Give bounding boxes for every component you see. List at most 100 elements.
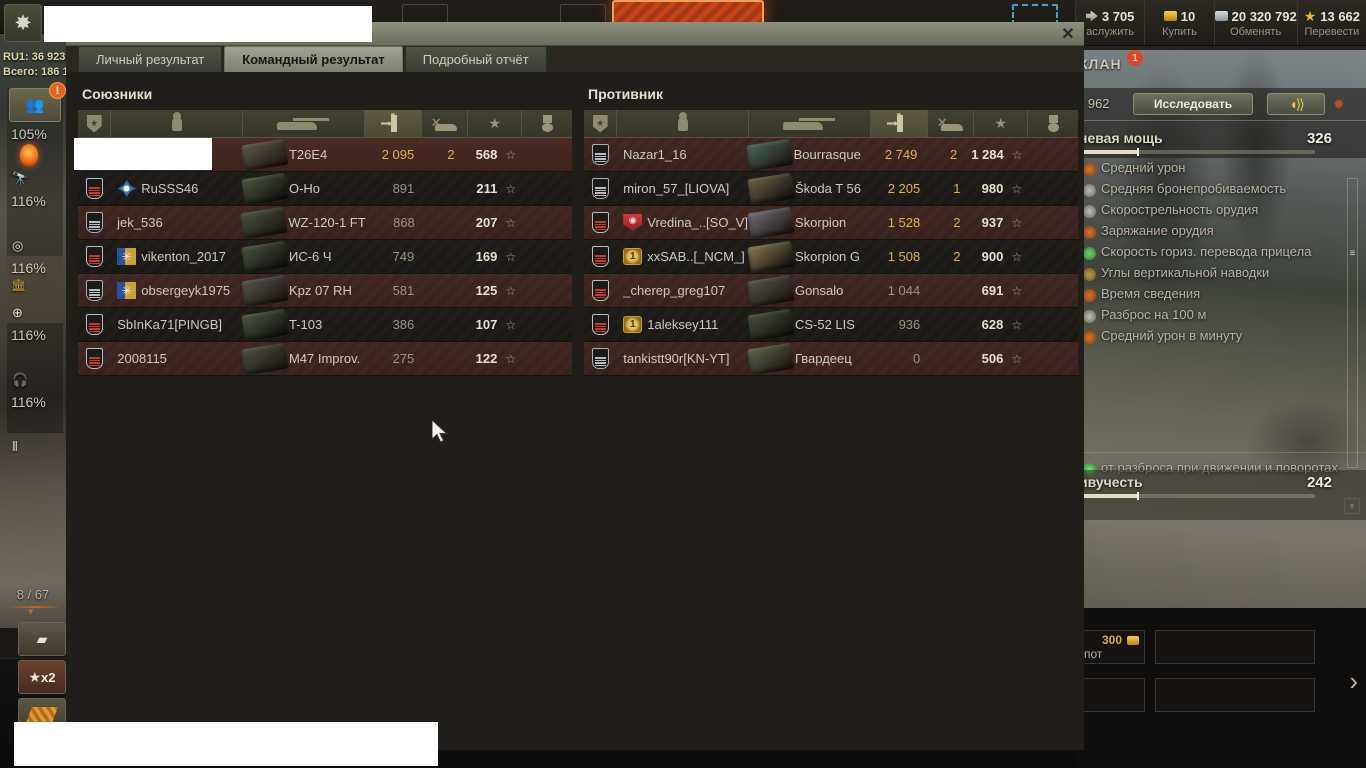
- gold-icon: [1163, 11, 1177, 21]
- vehicle-thumbnail-icon: [747, 342, 795, 375]
- xp-cell: 980 ☆: [974, 172, 1028, 206]
- equipment-slot-2[interactable]: ★x2: [18, 660, 66, 694]
- player-cell[interactable]: RuSSS46: [111, 172, 243, 206]
- crew-slot-commander[interactable]: 105% 🔭: [7, 122, 63, 189]
- xp-star-icon: ☆: [1011, 181, 1023, 196]
- vehicle-column-header[interactable]: [749, 110, 871, 137]
- crew-slot-gunner[interactable]: 116% ◎: [7, 189, 63, 256]
- rank-cell: [78, 206, 111, 240]
- player-cell[interactable]: obsergeyk1975: [111, 274, 243, 308]
- clan-emblem-icon: 1: [623, 316, 643, 333]
- crew-slot-loader[interactable]: 116% ⦀: [7, 390, 63, 457]
- medals-cell: [1028, 206, 1078, 240]
- xp-star-icon: ☆: [505, 215, 517, 230]
- damage-value: 0: [913, 351, 921, 366]
- consumable-cell-1[interactable]: 300 пот: [1079, 630, 1145, 664]
- damage-column-header[interactable]: ▾: [870, 110, 929, 137]
- player-cell[interactable]: Vredina_..[SO_V]: [617, 206, 749, 240]
- table-row[interactable]: obsergeyk1975 Kpz 07 RH 581 125 ☆: [78, 274, 572, 308]
- table-row[interactable]: jek_536 WZ-120-1 FT 868 207 ☆: [78, 206, 572, 240]
- consumable-cell-3[interactable]: [1079, 678, 1145, 712]
- kills-column-header[interactable]: [422, 110, 469, 137]
- settings-button[interactable]: ✸: [4, 4, 42, 42]
- teams-container: Союзники ★ ▾ ★ T26E4 2 095 2 568 ☆ RuSSS46 O-H…: [78, 82, 1078, 376]
- kills-column-header[interactable]: [928, 110, 975, 137]
- player-cell[interactable]: 1 1aleksey111: [617, 308, 749, 342]
- vehicle-cell: O-Ho: [241, 172, 365, 206]
- table-row[interactable]: tankistt90r[KN-YT] Гвардеец 0 506 ☆: [584, 342, 1078, 376]
- xp-value: 125: [475, 283, 498, 298]
- xp-column-header[interactable]: ★: [974, 110, 1029, 137]
- xp-value: 628: [981, 317, 1004, 332]
- equipment-slot-1[interactable]: ▰: [18, 622, 66, 656]
- parameters-scrollbar-thumb[interactable]: ≡: [1349, 247, 1356, 259]
- table-row[interactable]: miron_57_[LIOVA] Škoda T 56 2 205 1 980 ☆: [584, 172, 1078, 206]
- currency-free-xp[interactable]: 3 705 аслужить: [1075, 0, 1144, 45]
- player-cell[interactable]: vikenton_2017: [111, 240, 243, 274]
- damage-value: 275: [392, 351, 415, 366]
- player-cell[interactable]: SbInKa71[PINGB]: [111, 308, 243, 342]
- player-cell[interactable]: 2008115: [111, 342, 243, 376]
- tab-team-result[interactable]: Командный результат: [224, 46, 403, 72]
- research-button[interactable]: Исследовать: [1133, 93, 1253, 115]
- xp-star-icon: ☆: [505, 317, 517, 332]
- player-name: Nazar1_16: [622, 147, 687, 162]
- crew-slot-driver[interactable]: 116% 🏛 ⊕: [7, 256, 63, 323]
- player-cell[interactable]: _cherep_greg107: [617, 274, 749, 308]
- currency-silver[interactable]: 20 320 792 Обменять: [1213, 0, 1297, 45]
- ammo-button[interactable]: ◖⟩⟩: [1267, 93, 1325, 115]
- currency-gold[interactable]: 10 Купить: [1144, 0, 1213, 45]
- currency-value: 13 662: [1320, 8, 1361, 24]
- xp-star-icon: ☆: [1011, 317, 1023, 332]
- currency-bonds[interactable]: ★ 13 662 Перевести: [1296, 0, 1366, 45]
- consumable-cell-2[interactable]: [1155, 630, 1315, 664]
- table-row[interactable]: 1 xxSAB..[_NCM_] Skorpion G 1 508 2 900 ☆: [584, 240, 1078, 274]
- clan-row[interactable]: КЛАН 1: [1075, 50, 1366, 82]
- player-cell[interactable]: Nazar1_16: [617, 138, 748, 172]
- vehicle-thumbnail-icon: [747, 206, 795, 239]
- crew-slot-pct: 105%: [11, 126, 47, 142]
- table-row[interactable]: SbInKa71[PINGB] T-103 386 107 ☆: [78, 308, 572, 342]
- rank-badge-icon: [86, 314, 104, 335]
- table-row[interactable]: Vredina_..[SO_V] Skorpion 1 528 2 937 ☆: [584, 206, 1078, 240]
- crew-slot-pct: 116% 🏛: [11, 260, 46, 292]
- currency-value: 20 320 792: [1231, 8, 1297, 24]
- survivability-bar: [1079, 492, 1315, 500]
- enemies-panel: Противник ★ ▾ ★ Nazar1_16 Bourrasque 2 749…: [584, 82, 1078, 376]
- crew-header-button[interactable]: 👥 !: [9, 82, 66, 122]
- consumable-cell-4[interactable]: [1155, 678, 1315, 712]
- table-row[interactable]: _cherep_greg107 Gonsalo 1 044 691 ☆: [584, 274, 1078, 308]
- vehicle-cell: Гвардеец: [747, 342, 871, 376]
- chevron-down-icon[interactable]: ▾: [28, 606, 34, 618]
- player-name: vikenton_2017: [141, 249, 226, 264]
- medals-cell: [522, 206, 572, 240]
- consumable-price: 300: [1101, 633, 1122, 647]
- rank-column-header[interactable]: ★: [78, 110, 112, 137]
- player-cell[interactable]: tankistt90r[KN-YT]: [617, 342, 749, 376]
- table-row[interactable]: 2008115 M47 Improv. 275 122 ☆: [78, 342, 572, 376]
- medals-column-header[interactable]: [1028, 110, 1078, 137]
- table-row[interactable]: vikenton_2017 ИС-6 Ч 749 169 ☆: [78, 240, 572, 274]
- vehicle-cell: Skorpion G: [747, 240, 871, 274]
- clan-emblem-icon: [117, 282, 137, 299]
- rank-badge-icon: [592, 348, 610, 369]
- damage-column-header[interactable]: ▾: [364, 110, 423, 137]
- player-column-header[interactable]: [111, 110, 243, 137]
- crew-slot-radio[interactable]: 116% 🎧: [7, 323, 63, 390]
- player-cell[interactable]: 1 xxSAB..[_NCM_]: [617, 240, 749, 274]
- tab-detailed-report[interactable]: Подробный отчёт: [404, 46, 547, 72]
- tab-personal-result[interactable]: Личный результат: [78, 46, 223, 72]
- chevron-right-icon[interactable]: ›: [1349, 666, 1358, 696]
- parameters-scrollbar-track[interactable]: [1347, 178, 1358, 468]
- rank-column-header[interactable]: ★: [584, 110, 618, 137]
- table-row[interactable]: RuSSS46 O-Ho 891 211 ☆: [78, 172, 572, 206]
- table-row[interactable]: 1 1aleksey111 CS-52 LIS 936 628 ☆: [584, 308, 1078, 342]
- player-cell[interactable]: jek_536: [111, 206, 242, 240]
- medals-column-header[interactable]: [522, 110, 572, 137]
- vehicle-column-header[interactable]: [243, 110, 365, 137]
- close-icon[interactable]: ✕: [1061, 26, 1075, 43]
- table-row[interactable]: Nazar1_16 Bourrasque 2 749 2 1 284 ☆: [584, 138, 1078, 172]
- xp-column-header[interactable]: ★: [468, 110, 523, 137]
- player-cell[interactable]: miron_57_[LIOVA]: [617, 172, 749, 206]
- player-column-header[interactable]: [617, 110, 749, 137]
